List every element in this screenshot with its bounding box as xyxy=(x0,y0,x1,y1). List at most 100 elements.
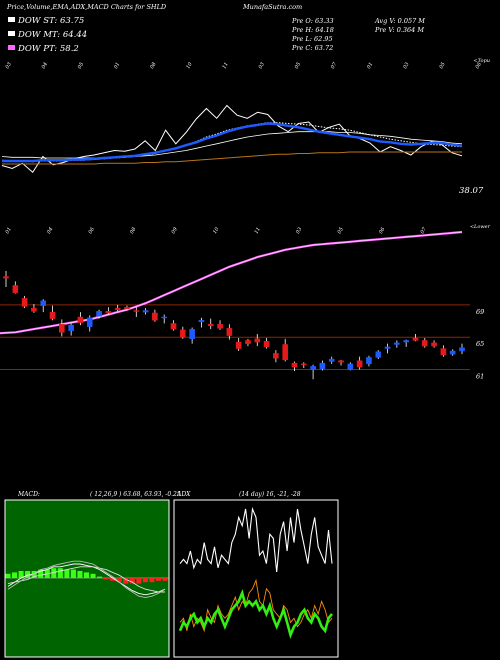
level-label: 65 xyxy=(476,340,484,348)
price-levels: 69 65 61 xyxy=(0,304,484,381)
candle-body xyxy=(356,360,363,368)
prev-close: Pre C: 63.72 xyxy=(291,44,333,52)
macd-histogram-bar xyxy=(103,578,109,580)
candle-date-label: 05 xyxy=(337,226,345,235)
candle-body xyxy=(226,328,233,336)
prev-high: Pre H: 64.18 xyxy=(291,26,334,34)
macd-histogram-bar xyxy=(5,573,11,578)
candle-body xyxy=(96,311,102,317)
level-label: 69 xyxy=(476,308,484,316)
candle-date-label: 10 xyxy=(212,226,221,235)
macd-histogram-bar xyxy=(129,578,135,584)
ohlc-info: Pre O: 63.33 Pre H: 64.18 Pre L: 62.95 P… xyxy=(291,17,425,52)
candle-body xyxy=(263,341,270,348)
legend-swatch-pt xyxy=(8,45,15,50)
candle-date-label: 06 xyxy=(88,226,97,235)
legend-swatch-mt xyxy=(8,31,15,36)
candle-ma-line xyxy=(0,230,463,335)
adx-frame xyxy=(173,499,339,658)
macd-values: ( 12,26,9 ) 63.68, 63.93, -0.25 xyxy=(90,491,181,498)
candle-body xyxy=(152,312,158,321)
legend-mt: DOW MT: 64.44 xyxy=(17,30,87,40)
adx-line-2 xyxy=(178,588,333,640)
candle-body xyxy=(245,340,251,344)
ema-date-label: 03 xyxy=(402,61,410,70)
ema-date-label: 03 xyxy=(258,61,266,70)
candle-body xyxy=(3,276,9,279)
adx-values: (14 day) 16, -21, -28 xyxy=(239,491,301,498)
candle-body xyxy=(12,285,19,293)
ema-date-label: 03 xyxy=(5,61,13,70)
candle-body xyxy=(133,310,140,312)
candle-body xyxy=(431,342,437,347)
candle-body xyxy=(59,324,65,333)
candle-body xyxy=(86,317,93,327)
adx-content xyxy=(178,506,333,640)
legend: DOW ST: 63.75 DOW MT: 64.44 DOW PT: 58.2 xyxy=(8,16,87,54)
ema-date-label: 01 xyxy=(366,61,374,70)
ema-date-label: 05 xyxy=(294,61,302,70)
macd-title: MACD: xyxy=(17,491,40,498)
candle-body xyxy=(300,363,307,366)
macd-histogram-bar xyxy=(38,569,44,578)
candle-body xyxy=(310,366,316,370)
legend-st: DOW ST: 63.75 xyxy=(17,16,84,26)
prev-low: Pre L: 62.95 xyxy=(291,35,333,43)
macd-histogram-bar xyxy=(18,571,24,578)
macd-histogram-bar xyxy=(116,578,122,583)
candle-date-label: 07 xyxy=(420,226,429,235)
candle-panel-label: <Lower xyxy=(470,224,491,230)
macd-histogram-bar xyxy=(70,569,76,578)
candle-date-axis: 01 04 06 08 09 10 11 03 05 06 07 xyxy=(5,226,429,235)
avg-volume: Avg V: 0.057 M xyxy=(374,17,425,25)
candle-body xyxy=(189,328,195,340)
macd-histogram-bar xyxy=(83,572,90,578)
candle-body xyxy=(77,316,84,323)
macd-histogram-bar xyxy=(64,569,70,578)
candle-body xyxy=(114,307,121,310)
candle-body xyxy=(124,307,130,310)
ema-date-label: 01 xyxy=(113,61,121,70)
macd-content xyxy=(5,560,169,599)
candle-date-label: 04 xyxy=(46,226,54,235)
candle-body xyxy=(217,324,223,329)
ema-date-label: 07 xyxy=(330,61,339,70)
adx-title: ADX xyxy=(176,491,191,498)
candle-date-label: 01 xyxy=(5,226,13,235)
candle-body xyxy=(105,311,112,314)
candle-body xyxy=(21,298,28,307)
candle-body xyxy=(235,341,242,349)
candle-body xyxy=(366,357,372,365)
candle-body xyxy=(412,337,419,341)
adx-line-0 xyxy=(179,506,333,573)
candle-body xyxy=(180,329,186,338)
candle-body xyxy=(319,362,326,369)
ema-lines xyxy=(1,104,463,174)
candle-date-label: 08 xyxy=(129,226,137,235)
candle-body xyxy=(40,300,47,306)
candle-body xyxy=(440,348,447,356)
candle-body xyxy=(282,344,288,361)
ema-date-label: 06 xyxy=(475,61,484,70)
candle-body xyxy=(49,311,56,319)
prev-open: Pre O: 63.33 xyxy=(291,17,334,25)
ema-date-label: 05 xyxy=(77,61,85,70)
candlesticks xyxy=(3,270,465,380)
macd-histogram-bar xyxy=(97,576,103,578)
candle-body xyxy=(273,353,279,359)
candle-date-label: 11 xyxy=(254,226,262,235)
candle-panel: <Lower 01 04 06 08 09 10 11 03 05 06 07 69 65 61 xyxy=(0,224,491,381)
candle-body xyxy=(161,316,168,319)
macd-panel: MACD: ( 12,26,9 ) 63.68, 63.93, -0.25 xyxy=(4,491,181,658)
macd-histogram-bar xyxy=(77,571,83,578)
candle-body xyxy=(207,324,214,327)
macd-histogram-bar xyxy=(57,568,63,578)
candle-date-label: 03 xyxy=(295,226,303,235)
candle-body xyxy=(375,351,382,358)
candle-body xyxy=(198,320,205,323)
legend-swatch-st xyxy=(8,17,15,22)
ema-date-label: 10 xyxy=(185,61,194,70)
candle-body xyxy=(254,338,261,343)
